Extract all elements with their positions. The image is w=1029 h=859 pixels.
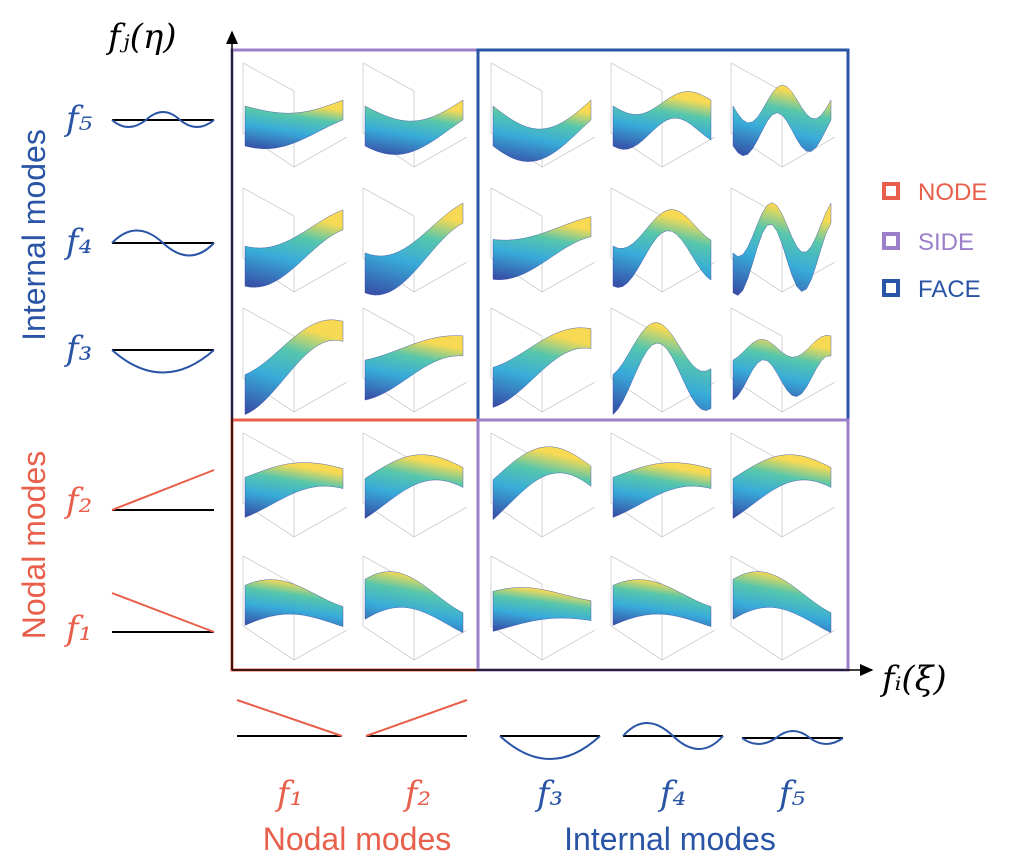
column-label: f₃	[534, 774, 563, 814]
row-label: f₃	[63, 329, 92, 369]
column-label: f₅	[776, 774, 806, 814]
column-label: f₂	[402, 774, 431, 814]
legend-label: NODE	[918, 179, 987, 206]
left-shape-functions	[112, 112, 214, 632]
diagram: fⱼ(η) fᵢ(ξ) f₅ f₄ f₃ f₂ f₁ Internal mode…	[0, 0, 1029, 859]
group-label: Nodal modes	[263, 821, 452, 857]
row-label: f₂	[63, 481, 92, 521]
bottom-shape-functions	[237, 700, 843, 759]
y-axis-label: fⱼ(η)	[105, 17, 176, 57]
x-axis-label: fᵢ(ξ)	[879, 659, 947, 699]
row-label: f₁	[63, 609, 92, 649]
column-label: f₄	[657, 774, 686, 814]
node-box	[232, 420, 478, 670]
legend-label: FACE	[918, 276, 981, 303]
group-label: Internal modes	[564, 821, 776, 857]
column-label: f₁	[274, 774, 303, 814]
legend: NODE SIDE FACE	[884, 179, 987, 303]
row-label: f₄	[63, 222, 92, 262]
surface-plots	[243, 63, 835, 660]
group-label: Nodal modes	[16, 451, 52, 640]
row-label: f₅	[63, 99, 93, 139]
group-label: Internal modes	[16, 129, 52, 341]
legend-label: SIDE	[918, 229, 974, 256]
